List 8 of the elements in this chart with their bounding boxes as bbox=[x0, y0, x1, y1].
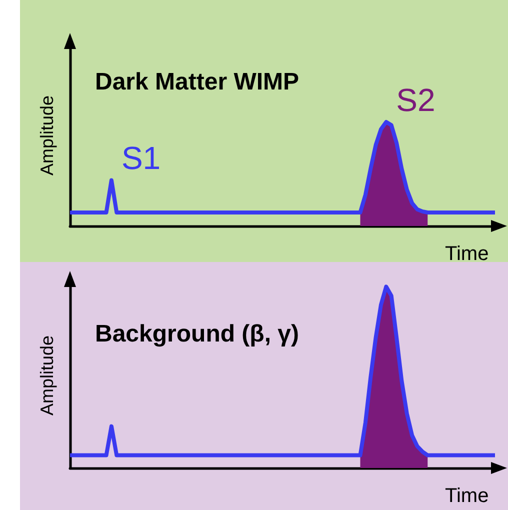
annotation: S1 bbox=[121, 140, 161, 176]
chart-title: Dark Matter WIMP bbox=[95, 68, 300, 96]
text: S2 bbox=[396, 82, 436, 118]
x-axis-title: Time bbox=[445, 243, 489, 265]
x-axis-title: Time bbox=[445, 485, 489, 507]
y-axis-title: Amplitude bbox=[37, 335, 57, 416]
y-axis-title: Amplitude bbox=[37, 95, 57, 176]
text: Background (β, γ) bbox=[95, 320, 299, 348]
